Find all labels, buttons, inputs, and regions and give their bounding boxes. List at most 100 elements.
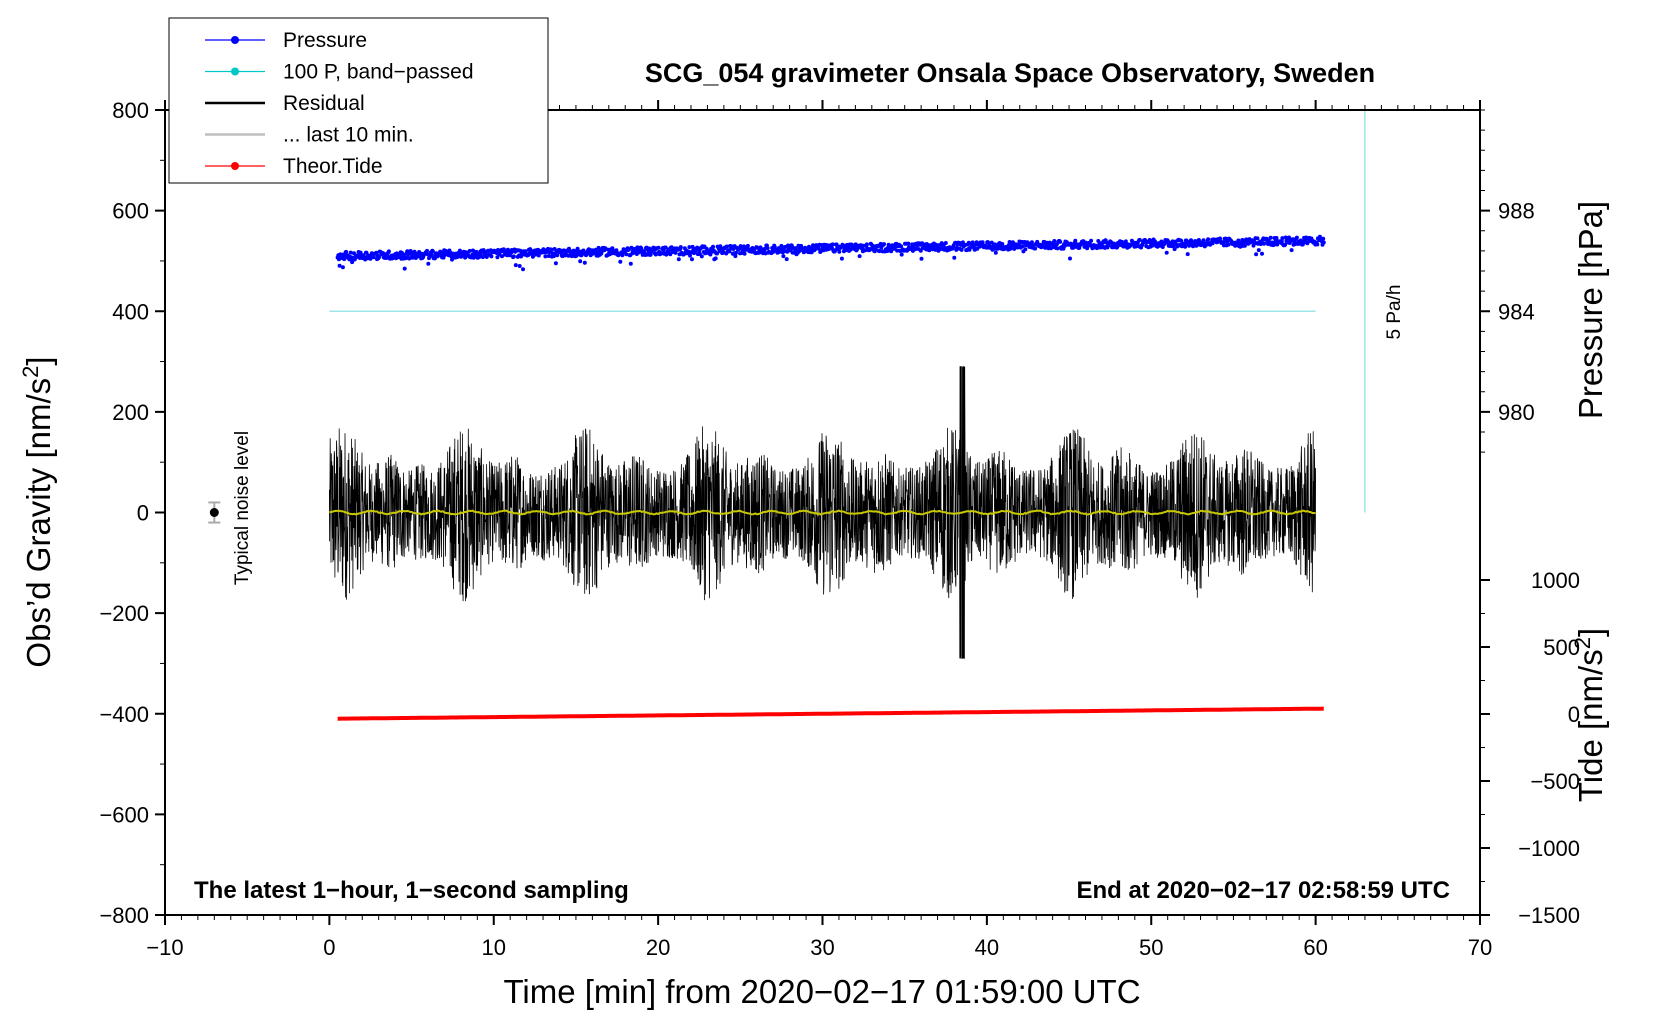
pressure-point bbox=[676, 257, 681, 262]
pressure-point bbox=[1271, 242, 1276, 247]
series-layer bbox=[208, 110, 1366, 721]
pressure-point bbox=[715, 251, 719, 256]
pressure-point bbox=[1029, 240, 1034, 245]
pressure-point bbox=[1183, 244, 1188, 249]
ticks-layer: −10 0 10 20 30 40 50 60 70 800 600 400 200 0 −200 −400 −… bbox=[99, 98, 1580, 960]
pressure-point bbox=[511, 254, 516, 259]
annotation-end-time: End at 2020−02−17 02:58:59 UTC bbox=[1076, 877, 1450, 904]
legend-items: Pressure 100 P, band−passed Residual ... la… bbox=[205, 29, 474, 178]
pressure-point bbox=[678, 245, 683, 250]
pressure-point bbox=[1123, 239, 1128, 244]
legend-marker bbox=[231, 36, 239, 44]
pressure-point bbox=[993, 250, 998, 255]
pressure-point bbox=[553, 261, 558, 266]
chart-title: SCG_054 gravimeter Onsala Space Observat… bbox=[645, 58, 1375, 88]
pressure-point bbox=[402, 266, 407, 271]
pressure-point bbox=[952, 255, 957, 260]
pressure-point bbox=[830, 242, 835, 247]
tide-tick-label: 0 bbox=[1568, 702, 1580, 727]
pressure-tick-label: 988 bbox=[1498, 199, 1535, 224]
pressure-point bbox=[1262, 241, 1266, 246]
pressure-point bbox=[350, 260, 355, 265]
noise-level-point bbox=[209, 508, 219, 517]
pressure-point bbox=[618, 259, 623, 264]
annotation-sampling: The latest 1−hour, 1−second sampling bbox=[194, 877, 629, 904]
pressure-point bbox=[489, 254, 494, 259]
pressure-point bbox=[1206, 237, 1211, 242]
pressure-point bbox=[348, 250, 353, 255]
pressure-tick-label: 984 bbox=[1498, 299, 1535, 324]
pressure-point bbox=[727, 249, 732, 254]
y-axis-title-gravity-main: Obs’d Gravity [nm/s bbox=[20, 378, 57, 668]
legend-marker bbox=[231, 162, 239, 170]
pressure-point bbox=[980, 240, 985, 245]
x-axis-title: Time [min] from 2020−02−17 01:59:00 UTC bbox=[503, 973, 1140, 1010]
pressure-point bbox=[656, 245, 661, 250]
legend: Pressure 100 P, band−passed Residual ... la… bbox=[168, 17, 549, 184]
pressure-point bbox=[919, 256, 924, 261]
pressure-point bbox=[877, 249, 882, 254]
pressure-point bbox=[1201, 238, 1206, 243]
pressure-point bbox=[517, 264, 522, 268]
y-axis-title-gravity-sup: 2 bbox=[18, 366, 43, 378]
pressure-point bbox=[975, 246, 980, 251]
pressure-point bbox=[906, 241, 911, 246]
legend-label: Theor.Tide bbox=[283, 155, 383, 178]
pressure-point bbox=[864, 242, 869, 247]
pressure-point bbox=[1256, 248, 1261, 253]
pressure-point bbox=[394, 256, 399, 261]
x-tick-label: 50 bbox=[1139, 935, 1163, 960]
legend-label: 100 P, band−passed bbox=[283, 61, 474, 84]
pressure-point bbox=[1254, 252, 1259, 257]
pressure-point bbox=[742, 251, 747, 256]
pressure-point bbox=[870, 243, 875, 248]
pressure-point bbox=[839, 256, 844, 261]
pressure-point bbox=[648, 252, 653, 257]
legend-marker bbox=[231, 67, 239, 76]
pressure-point bbox=[733, 254, 738, 259]
y-tick-label: −200 bbox=[99, 601, 149, 626]
pressure-point bbox=[690, 244, 695, 249]
pressure-point bbox=[1289, 248, 1294, 253]
pressure-point bbox=[1255, 236, 1260, 241]
pressure-point bbox=[639, 246, 644, 251]
pressure-point bbox=[1052, 239, 1057, 243]
y-axis-title-tide-end: ] bbox=[1572, 628, 1609, 637]
x-tick-label: 0 bbox=[323, 935, 335, 960]
pressure-point bbox=[687, 245, 692, 250]
pressure-point bbox=[1321, 236, 1326, 241]
pressure-point bbox=[899, 252, 904, 257]
pressure-point bbox=[741, 244, 746, 249]
pressure-point bbox=[1055, 246, 1060, 251]
pressure-point bbox=[340, 265, 345, 270]
pressure-point bbox=[575, 246, 580, 251]
pressure-point bbox=[713, 256, 718, 261]
series-theor-tide bbox=[337, 706, 1324, 721]
y-tick-label: 200 bbox=[112, 400, 149, 425]
pressure-point bbox=[943, 241, 948, 245]
x-tick-label: 70 bbox=[1468, 935, 1492, 960]
pressure-point bbox=[501, 247, 506, 252]
pressure-point bbox=[673, 250, 678, 255]
pressure-point bbox=[793, 246, 798, 251]
pressure-point bbox=[781, 254, 786, 259]
y-tick-label: −600 bbox=[99, 802, 149, 827]
y-tick-label: 800 bbox=[112, 98, 149, 123]
tide-tick-label: −500 bbox=[1530, 769, 1580, 794]
tide-tick-label: −1000 bbox=[1518, 836, 1580, 861]
pressure-point bbox=[1089, 238, 1094, 243]
pressure-point bbox=[543, 254, 548, 259]
pressure-point bbox=[882, 242, 886, 247]
pressure-point bbox=[513, 263, 518, 268]
pressure-point bbox=[899, 244, 904, 249]
pressure-point bbox=[495, 255, 500, 260]
pressure-point bbox=[1058, 239, 1063, 244]
y-axis-title-tide-sup: 2 bbox=[1570, 637, 1595, 649]
pressure-point bbox=[959, 247, 964, 252]
pressure-point bbox=[718, 245, 723, 250]
pressure-point bbox=[480, 255, 485, 260]
pressure-point bbox=[663, 245, 668, 250]
x-tick-label: 20 bbox=[646, 935, 670, 960]
pressure-point bbox=[1260, 251, 1264, 256]
pressure-point bbox=[1274, 236, 1279, 240]
